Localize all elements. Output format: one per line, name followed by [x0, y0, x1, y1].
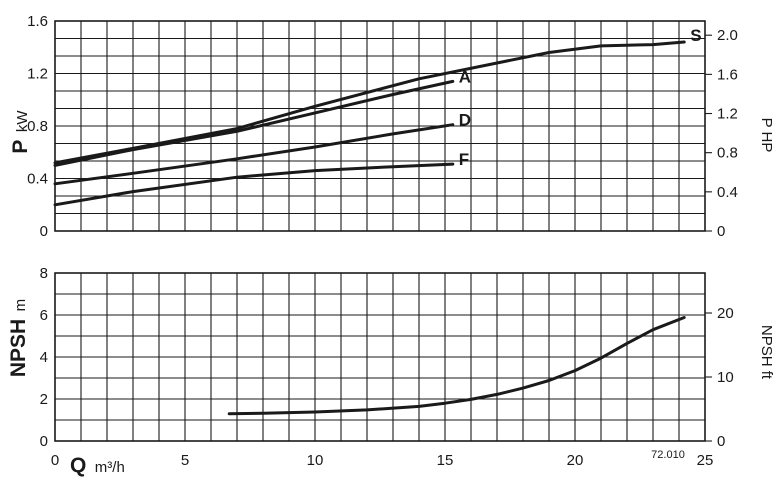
x-tick-label: 10: [307, 452, 324, 469]
power-plot-frame: [54, 20, 706, 232]
curve-label-a: A: [459, 67, 471, 86]
power-curve-s: [53, 40, 686, 165]
power-y-unit: kW: [14, 110, 31, 133]
npsh-panel-ticks: 0 2 4 6 8 0 10 20 0 5 10 15 20 25: [40, 265, 734, 469]
npsh-right-axis-label: NPSH ft: [758, 325, 775, 380]
x-symbol: Q: [70, 454, 86, 477]
npsh-y-tick-label: 6: [40, 307, 48, 324]
npsh-y-tick-label: 8: [40, 265, 48, 282]
power-curve-f: [53, 162, 455, 207]
power-panel-ticks: 0 0.4 0.8 1.2 1.6 0 0.4 0.8 1.2 1.6 2.0: [27, 13, 738, 240]
figure-code: 72.010: [651, 449, 685, 461]
power-curve-d: [53, 123, 455, 186]
x-axis-label: Q m³/h: [70, 454, 125, 477]
power-y-tick-label: 1.6: [27, 13, 48, 30]
power-y-tick-label: 0.8: [27, 118, 48, 135]
power-right-tick-label: 0: [717, 223, 725, 240]
x-unit: m³/h: [95, 459, 125, 476]
power-y-axis-label: P kW: [9, 110, 32, 154]
x-tick-label: 0: [51, 452, 59, 469]
npsh-panel-grid: [54, 272, 706, 442]
power-y-symbol: P: [9, 140, 32, 154]
npsh-curve-npsh: [227, 316, 686, 416]
npsh-y-symbol: NPSH: [7, 319, 30, 377]
x-tick-label: 15: [437, 452, 454, 469]
curve-label-f: F: [459, 150, 469, 169]
npsh-right-tick-label: 20: [717, 305, 734, 322]
curve-label-s: S: [690, 26, 701, 45]
npsh-plot-frame: [54, 272, 706, 442]
npsh-y-unit: m: [12, 299, 29, 312]
x-tick-label: 25: [697, 452, 714, 469]
npsh-right-tick-label: 10: [717, 369, 734, 386]
power-right-tick-label: 0.4: [717, 184, 738, 201]
power-y-tick-label: 0.4: [27, 171, 48, 188]
x-tick-label: 20: [567, 452, 584, 469]
npsh-y-axis-label: NPSH m: [7, 299, 30, 377]
curve-label-d: D: [459, 111, 471, 130]
power-right-axis-label: P HP: [758, 118, 775, 153]
power-right-tick-label: 1.2: [717, 106, 738, 123]
npsh-right-tick-label: 0: [717, 433, 725, 450]
power-right-tick-label: 1.6: [717, 66, 738, 83]
npsh-y-tick-label: 0: [40, 433, 48, 450]
npsh-panel-curves: [227, 316, 686, 416]
x-tick-label: 5: [181, 452, 189, 469]
npsh-y-tick-label: 4: [40, 349, 48, 366]
power-y-tick-label: 1.2: [27, 66, 48, 83]
power-y-tick-label: 0: [40, 223, 48, 240]
power-right-tick-label: 2.0: [717, 27, 738, 44]
power-curve-a: [53, 79, 455, 167]
power-right-tick-label: 0.8: [717, 145, 738, 162]
npsh-y-tick-label: 2: [40, 391, 48, 408]
power-panel-grid: [54, 20, 706, 232]
power-panel-curves: S A D F: [53, 26, 702, 207]
